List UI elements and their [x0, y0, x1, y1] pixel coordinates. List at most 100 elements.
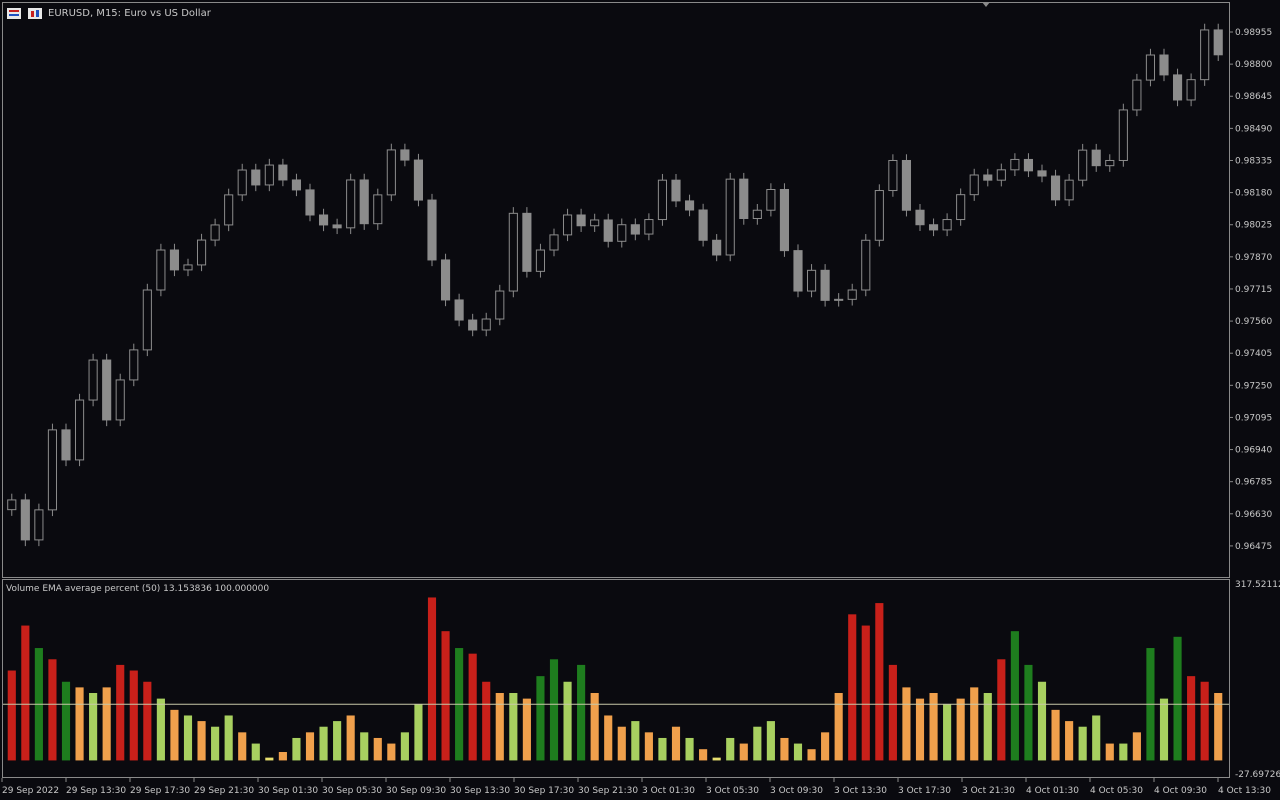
- volume-bar: [821, 732, 830, 761]
- candle-body: [1023, 158, 1034, 172]
- candle-body: [1064, 179, 1074, 201]
- y-tick-label: 0.98180: [1235, 189, 1272, 199]
- candle-body: [996, 169, 1006, 181]
- candle-body: [684, 200, 695, 211]
- volume-bar: [617, 726, 626, 761]
- candle-body: [183, 264, 193, 271]
- y-tick-label: 0.97870: [1235, 253, 1272, 263]
- volume-bar: [427, 597, 437, 761]
- volume-bar: [482, 681, 491, 761]
- price-panel: [2, 2, 1230, 578]
- candle-body: [224, 194, 234, 226]
- candle-body: [928, 224, 939, 231]
- y-tick-label: 0.96475: [1235, 542, 1272, 552]
- volume-bar: [1065, 721, 1074, 761]
- y-tick-label: 0.98645: [1235, 92, 1272, 102]
- volume-bar: [1078, 726, 1087, 761]
- volume-bar: [183, 715, 193, 761]
- volume-bar: [89, 692, 98, 761]
- volume-bar: [116, 664, 125, 761]
- volume-bar: [577, 664, 586, 761]
- candle-body: [142, 289, 152, 351]
- y-tick-label: 0.97095: [1235, 413, 1272, 423]
- candle-body: [834, 298, 844, 301]
- volume-bar: [590, 692, 599, 761]
- candle-body: [332, 224, 342, 229]
- volume-bar: [1092, 715, 1101, 761]
- x-tick-label: 3 Oct 13:30: [834, 786, 887, 796]
- candle-body: [901, 159, 912, 211]
- volume-bar: [915, 698, 925, 761]
- volume-bar: [1159, 698, 1169, 761]
- candle-body: [793, 250, 803, 292]
- volume-bar: [1105, 743, 1114, 761]
- candle-body: [535, 249, 546, 272]
- candle-body: [291, 179, 302, 191]
- candle-body: [739, 178, 749, 220]
- volume-bar: [102, 687, 111, 761]
- y-tick-label: 0.96630: [1235, 510, 1272, 520]
- x-tick-label: 3 Oct 05:30: [706, 786, 759, 796]
- candle-body: [129, 349, 139, 381]
- volume-bar: [278, 752, 287, 761]
- candle-body: [1213, 29, 1223, 56]
- x-tick-label: 3 Oct 01:30: [642, 786, 695, 796]
- chart-icons: [7, 8, 42, 19]
- candle-body: [779, 188, 790, 252]
- x-tick-label: 3 Oct 21:30: [962, 786, 1015, 796]
- volume-bar: [1173, 636, 1182, 761]
- candle-body: [47, 429, 58, 511]
- candle-body: [983, 174, 993, 181]
- x-tick-label: 4 Oct 01:30: [1026, 786, 1079, 796]
- volume-bar: [292, 737, 301, 761]
- candle-body: [413, 159, 424, 201]
- x-tick-label: 4 Oct 05:30: [1090, 786, 1143, 796]
- volume-bar: [712, 757, 721, 761]
- candle-body: [278, 164, 288, 181]
- candle-body: [1078, 149, 1088, 181]
- volume-bar: [1214, 692, 1223, 761]
- y-tick-label: 0.98800: [1235, 60, 1272, 70]
- volume-bar: [333, 721, 342, 761]
- volume-bar: [848, 614, 857, 761]
- candle-body: [7, 499, 17, 511]
- volume-bar: [197, 721, 206, 761]
- indicator-title: Volume EMA average percent (50) 13.15383…: [6, 584, 269, 594]
- volume-bar: [631, 721, 640, 761]
- volume-bar: [861, 625, 870, 761]
- candle-body: [1118, 109, 1128, 161]
- volume-bar: [563, 681, 572, 761]
- candle-body: [562, 214, 573, 236]
- volume-bar: [400, 732, 409, 761]
- candle-body: [440, 259, 451, 301]
- volume-bar: [305, 732, 315, 761]
- candle-body: [522, 212, 532, 272]
- volume-bar: [61, 681, 71, 761]
- volume-bar: [1024, 664, 1033, 761]
- candle-body: [1037, 170, 1047, 177]
- candle-body: [102, 359, 112, 421]
- volume-bar: [793, 743, 803, 761]
- candle-body: [820, 269, 830, 301]
- volume-bar: [387, 743, 396, 761]
- candle-body: [318, 214, 329, 226]
- candle-body: [1050, 175, 1061, 201]
- icon: [36, 10, 39, 17]
- icon: [9, 14, 19, 16]
- icon: [31, 11, 34, 17]
- candle-body: [576, 214, 586, 227]
- candle-body: [861, 239, 871, 291]
- candle-body: [1091, 149, 1101, 167]
- candle-body: [617, 224, 627, 242]
- volume-bar: [780, 737, 789, 761]
- x-tick-label: 3 Oct 17:30: [898, 786, 951, 796]
- candle-body: [115, 379, 125, 421]
- volume-bar: [997, 659, 1006, 761]
- candle-body: [373, 194, 383, 225]
- volume-bar: [522, 698, 531, 761]
- candle-body: [874, 190, 884, 241]
- candle-body: [1172, 74, 1183, 101]
- y-tick-label: 0.96940: [1235, 446, 1272, 456]
- volume-bar: [699, 749, 708, 761]
- volume-bar: [726, 737, 735, 761]
